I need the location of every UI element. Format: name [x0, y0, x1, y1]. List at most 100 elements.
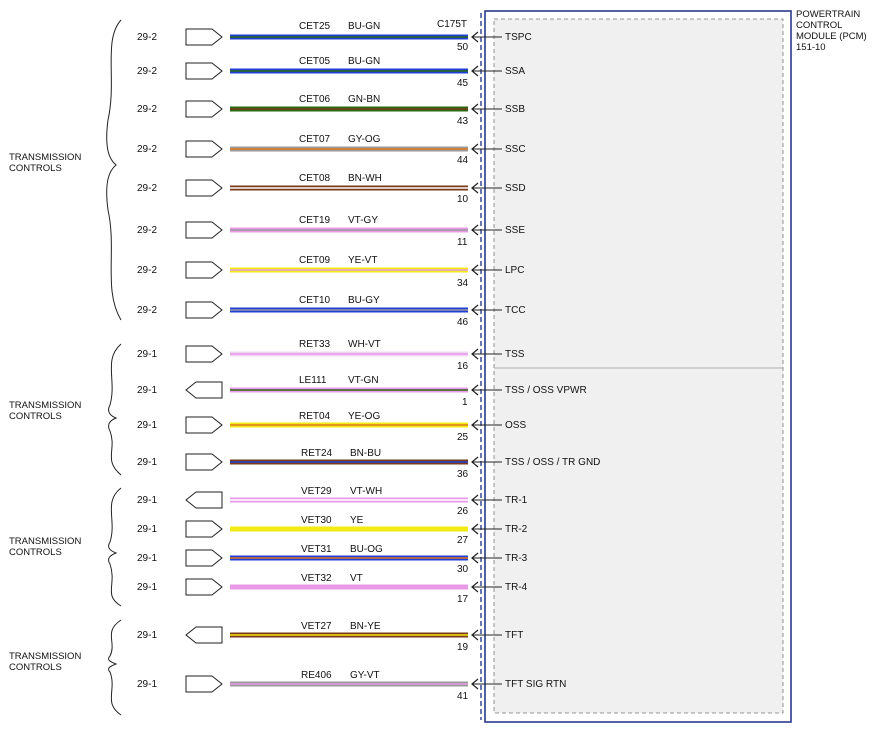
group-label-line-1: TRANSMISSION	[9, 651, 81, 662]
connector-tab-shape	[185, 179, 223, 197]
wire-color-label: BU-GN	[348, 56, 380, 67]
connector-tab-shape	[185, 675, 223, 693]
group-label-line-1: TRANSMISSION	[9, 152, 81, 163]
wire-row: 29-2 CET09 YE-VT 34 LPC	[137, 255, 524, 289]
wire-row: 29-1 LE111 VT-GN 1 TSS / OSS VPWR	[137, 375, 587, 408]
signal-label: SSB	[505, 104, 525, 115]
wire-color-label: BU-OG	[350, 544, 383, 555]
wire-row: 29-1 RET33 WH-VT 16 TSS	[137, 339, 525, 372]
pin-number: 30	[457, 564, 469, 575]
wire-ref: 29-2	[137, 144, 157, 155]
circuit-label: CET06	[299, 94, 331, 105]
connector-tab-shape	[185, 453, 223, 471]
wire-row: 29-1 VET31 BU-OG 30 TR-3	[137, 544, 528, 575]
circuit-label: CET19	[299, 215, 331, 226]
pin-number: 27	[457, 535, 469, 546]
circuit-label: CET08	[299, 173, 331, 184]
signal-label: TFT SIG RTN	[505, 679, 566, 690]
wire-ref: 29-1	[137, 420, 157, 431]
connector-tab-shape	[185, 301, 223, 319]
signal-label: SSD	[505, 183, 526, 194]
wire-row: 29-2 CET19 VT-GY 11 SSE	[137, 215, 525, 248]
group-brace	[106, 19, 122, 716]
wire-color-label: BN-WH	[348, 173, 382, 184]
group-label-line-1: TRANSMISSION	[9, 400, 81, 411]
wire-color-label: BU-GY	[348, 295, 380, 306]
pin-number: 26	[457, 506, 469, 517]
connector-tab-shape	[185, 578, 223, 596]
circuit-label: VET32	[301, 573, 332, 584]
wire-ref: 29-1	[137, 582, 157, 593]
wire-ref: 29-1	[137, 349, 157, 360]
wire-color-label: VT	[350, 573, 363, 584]
group-label-line-2: CONTROLS	[9, 163, 62, 174]
connector-tab-shape	[185, 416, 223, 434]
pin-number: 45	[457, 78, 469, 89]
wire-row: 29-2 CET25 BU-GN 50 TSPC	[137, 21, 532, 53]
wire-row: 29-2 CET05 BU-GN 45 SSA	[137, 56, 525, 89]
wire-ref: 29-1	[137, 679, 157, 690]
wire-color-label: YE	[350, 515, 364, 526]
wire-ref: 29-2	[137, 32, 157, 43]
pin-number: 19	[457, 642, 469, 653]
wire-color-label: YE-VT	[348, 255, 377, 266]
wire-ref: 29-1	[137, 457, 157, 468]
signal-label: TSS / OSS / TR GND	[505, 457, 600, 468]
circuit-label: VET30	[301, 515, 332, 526]
wire-row: 29-1 RET04 YE-OG 25 OSS	[137, 411, 526, 443]
wire-color-label: VT-GN	[348, 375, 379, 386]
circuit-label: VET31	[301, 544, 332, 555]
pin-number: 11	[457, 237, 468, 248]
wire-row: 29-2 CET08 BN-WH 10 SSD	[137, 173, 526, 205]
pin-number: 36	[457, 469, 469, 480]
wire-row: 29-1 RE406 GY-VT 41 TFT SIG RTN	[137, 670, 566, 702]
signal-label: TSS / OSS VPWR	[505, 385, 587, 396]
wire-ref: 29-2	[137, 265, 157, 276]
pin-number: 1	[462, 397, 468, 408]
connector-tab-shape	[185, 221, 223, 239]
wire-color-label: BU-GN	[348, 21, 380, 32]
pin-number: 17	[457, 594, 469, 605]
wire-row: 29-2 CET06 GN-BN 43 SSB	[137, 94, 525, 127]
pin-number: 34	[457, 278, 469, 289]
connector-tab-shape	[185, 381, 223, 399]
pcm-title-line-4: 151-10	[796, 42, 826, 53]
connector-tab-shape	[185, 62, 223, 80]
circuit-label: CET10	[299, 295, 331, 306]
wire-ref: 29-2	[137, 305, 157, 316]
pin-number: 43	[457, 116, 469, 127]
wire-ref: 29-1	[137, 553, 157, 564]
circuit-label: RE406	[301, 670, 332, 681]
pin-number: 44	[457, 155, 469, 166]
wire-ref: 29-1	[137, 630, 157, 641]
wire-ref: 29-1	[137, 385, 157, 396]
signal-label: TR-1	[505, 495, 528, 506]
signal-label: SSE	[505, 225, 525, 236]
circuit-label: CET07	[299, 134, 331, 145]
circuit-label: RET33	[299, 339, 331, 350]
signal-label: TSS	[505, 349, 525, 360]
connector-tab-shape	[185, 261, 223, 279]
wire-ref: 29-2	[137, 225, 157, 236]
connector-tab-shape	[185, 345, 223, 363]
group-label-line-1: TRANSMISSION	[9, 536, 81, 547]
signal-label: TCC	[505, 305, 526, 316]
pcm-title-line-1: POWERTRAIN	[796, 9, 860, 20]
wire-row: 29-2 CET10 BU-GY 46 TCC	[137, 295, 526, 328]
connector-label: C175T	[437, 19, 467, 30]
connector-tab-shape	[185, 491, 223, 509]
signal-label: LPC	[505, 265, 524, 276]
wire-row: 29-1 VET30 YE 27 TR-2	[137, 515, 528, 546]
wire-ref: 29-2	[137, 104, 157, 115]
pin-number: 10	[457, 194, 469, 205]
wire-color-label: GN-BN	[348, 94, 380, 105]
circuit-label: VET29	[301, 486, 332, 497]
wire-color-label: YE-OG	[348, 411, 380, 422]
pin-number: 16	[457, 361, 469, 372]
group-label-line-2: CONTROLS	[9, 547, 62, 558]
signal-label: SSC	[505, 144, 526, 155]
wire-ref: 29-2	[137, 183, 157, 194]
circuit-label: VET27	[301, 621, 332, 632]
signal-label: TR-4	[505, 582, 528, 593]
